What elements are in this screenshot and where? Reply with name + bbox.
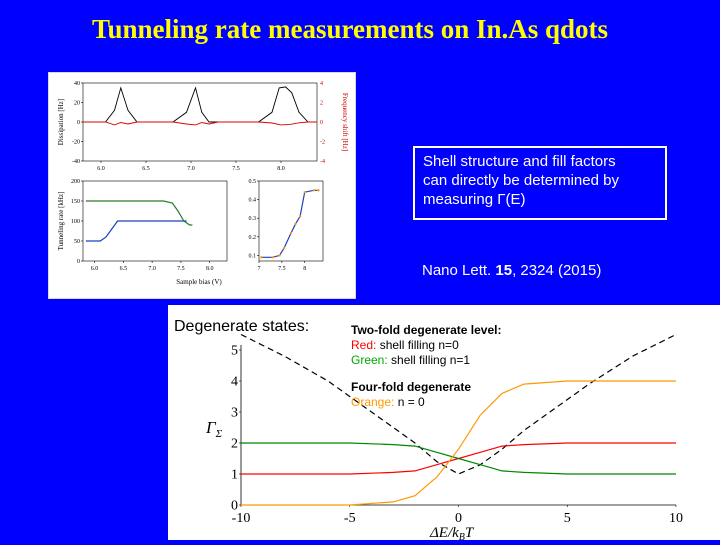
y-tick-label: 4 bbox=[231, 375, 238, 390]
y-tick-label: 100 bbox=[71, 219, 80, 225]
x-tick-label: 6.0 bbox=[97, 166, 105, 172]
series-line-0 bbox=[261, 189, 319, 258]
y-tick-label: 150 bbox=[71, 199, 80, 205]
theory-panel: -10 -5 0 5 10 0 1 2 3 4 5 ΓΣ ΔE/kBT bbox=[168, 305, 720, 543]
two-fold-title: Two-fold degenerate level: bbox=[351, 323, 502, 337]
four-fold-title: Four-fold degenerate bbox=[351, 380, 472, 394]
green-text: shell filling n=1 bbox=[387, 353, 471, 367]
y-right-tick-label: 0 bbox=[320, 120, 323, 126]
x-tick-label: -5 bbox=[344, 511, 356, 526]
plot1-frame bbox=[82, 82, 318, 162]
x-tick-label: 8 bbox=[303, 266, 306, 272]
red-key: Red: bbox=[351, 338, 377, 352]
plot2-ylabel: Tunneling rate [kHz] bbox=[57, 192, 65, 251]
degenerate-states-label: Degenerate states: bbox=[174, 318, 310, 335]
ref-volume: 15 bbox=[495, 262, 513, 279]
legend-text: Two-fold degenerate level: Red: shell fi… bbox=[351, 323, 501, 410]
y-tick-label: 200 bbox=[71, 179, 80, 185]
y-tick-label: 2 bbox=[231, 437, 238, 452]
series-line-3 bbox=[241, 380, 676, 506]
note-box: Shell structure and fill factors can dir… bbox=[413, 146, 667, 220]
y-tick-label: 1 bbox=[231, 468, 238, 483]
x-tick-label: -10 bbox=[232, 511, 251, 526]
measurement-figure: 40 20 0 -20 -40 4 2 0 -2 -4 6.0 6.5 7.0 7.5 8.0 Diss… bbox=[48, 72, 356, 299]
y-tick-label: 0 bbox=[77, 259, 80, 265]
data-point bbox=[260, 256, 263, 259]
x-tick-label: 6.5 bbox=[142, 166, 150, 172]
x-tick-label: 0 bbox=[455, 511, 462, 526]
theory-xlabel: ΔE/kBT bbox=[429, 525, 475, 540]
series-line-1 bbox=[85, 200, 193, 226]
data-point bbox=[312, 189, 316, 192]
y-tick-label: 0 bbox=[77, 120, 80, 126]
y-tick-label: 0.1 bbox=[249, 253, 257, 259]
orange-text: n = 0 bbox=[394, 395, 425, 409]
green-key: Green: bbox=[351, 353, 388, 367]
x-tick-label: 7.0 bbox=[148, 266, 156, 272]
data-point bbox=[303, 190, 306, 194]
x-tick-label: 6.0 bbox=[91, 266, 99, 272]
x-tick-label: 7 bbox=[258, 266, 261, 272]
x-tick-label: 8.0 bbox=[206, 266, 214, 272]
ref-rest: , 2324 (2015) bbox=[512, 262, 602, 279]
legend-orange: Orange: n = 0 bbox=[351, 395, 501, 410]
x-tick-label: 10 bbox=[669, 511, 683, 526]
plot1-ylabel-right: Frequency shift [Hz] bbox=[341, 93, 349, 151]
series-line-1 bbox=[83, 121, 317, 126]
y-tick-label: 0.5 bbox=[249, 179, 257, 185]
y-tick-label: 20 bbox=[74, 101, 80, 107]
theory-plot-svg: -10 -5 0 5 10 0 1 2 3 4 5 ΓΣ ΔE/kBT bbox=[205, 333, 683, 543]
x-tick-label: 7.5 bbox=[278, 266, 286, 272]
series-line-0 bbox=[85, 220, 187, 242]
y-tick-label: 5 bbox=[231, 344, 238, 359]
x-tick-label: 7.0 bbox=[187, 166, 195, 172]
legend-green: Green: shell filling n=1 bbox=[351, 353, 501, 368]
y-right-tick-label: 4 bbox=[320, 81, 323, 87]
x-tick-label: 5 bbox=[564, 511, 571, 526]
slide-title: Tunneling rate measurements on In.As qdo… bbox=[91, 14, 609, 44]
note-line: can directly be determined by bbox=[423, 172, 619, 189]
note-line: measuring Γ(E) bbox=[423, 191, 526, 208]
y-tick-label: -40 bbox=[72, 159, 80, 165]
legend-red: Red: shell filling n=0 bbox=[351, 338, 501, 353]
theory-ylabel: ΓΣ bbox=[205, 418, 223, 440]
y-right-tick-label: 2 bbox=[320, 101, 323, 107]
data-point bbox=[282, 246, 286, 250]
series-line-0 bbox=[83, 86, 317, 123]
x-tick-label: 7.5 bbox=[232, 166, 240, 172]
y-tick-label: 40 bbox=[74, 81, 80, 87]
series-line-2 bbox=[241, 442, 676, 475]
data-point bbox=[289, 231, 293, 235]
note-line: Shell structure and fill factors bbox=[423, 153, 616, 170]
x-tick-label: 6.5 bbox=[120, 266, 128, 272]
y-tick-label: -20 bbox=[72, 140, 80, 146]
y-tick-label: 0.4 bbox=[249, 198, 257, 204]
y-tick-label: 0.3 bbox=[249, 216, 257, 222]
reference: Nano Lett. 15, 2324 (2015) bbox=[422, 262, 601, 279]
data-point bbox=[278, 254, 281, 257]
x-tick-label: 8.0 bbox=[277, 166, 285, 172]
data-point bbox=[317, 189, 320, 192]
data-point bbox=[294, 222, 297, 225]
orange-key: Orange: bbox=[351, 395, 395, 409]
x-tick-label: 7.5 bbox=[177, 266, 185, 272]
data-point bbox=[271, 256, 274, 259]
y-tick-label: 0.2 bbox=[249, 235, 257, 241]
y-tick-label: 3 bbox=[231, 406, 238, 421]
plot3-frame bbox=[258, 180, 324, 262]
plot2-xlabel: Sample bias (V) bbox=[176, 278, 222, 286]
data-point bbox=[298, 215, 302, 218]
y-tick-label: 50 bbox=[74, 239, 80, 245]
ref-journal: Nano Lett. bbox=[422, 262, 496, 279]
y-tick-label: 0 bbox=[231, 499, 238, 514]
y-right-tick-label: -4 bbox=[320, 159, 325, 165]
series-line-0 bbox=[240, 333, 677, 475]
red-text: shell filling n=0 bbox=[376, 338, 459, 352]
y-right-tick-label: -2 bbox=[320, 140, 325, 146]
plot1-ylabel: Dissipation [Hz] bbox=[57, 99, 65, 145]
